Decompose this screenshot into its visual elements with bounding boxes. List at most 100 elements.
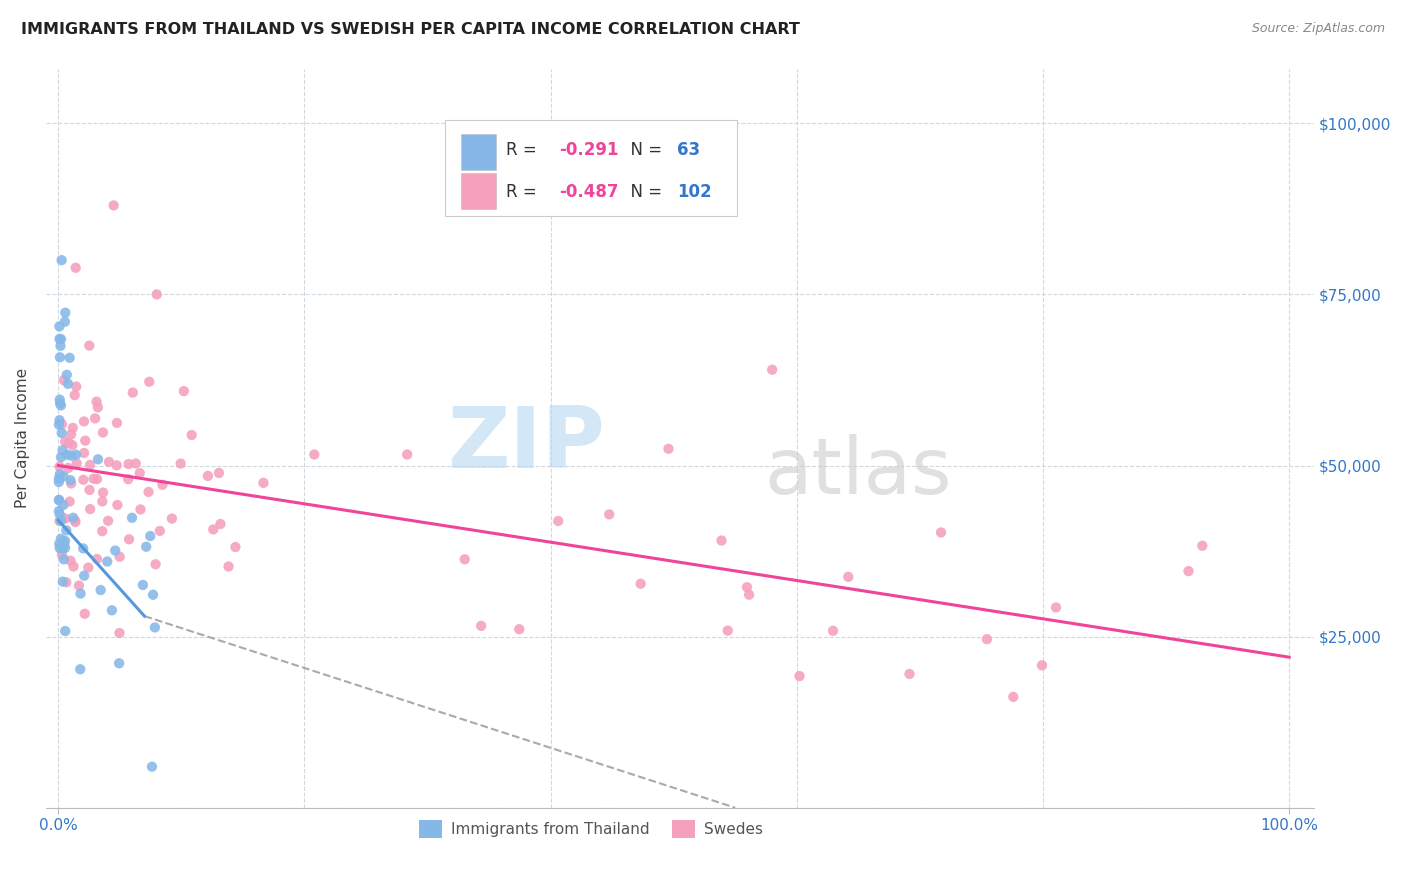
- FancyBboxPatch shape: [446, 120, 737, 217]
- Point: [73, 568, 96, 582]
- Legend: Immigrants from Thailand, Swedes: Immigrants from Thailand, Swedes: [412, 814, 769, 845]
- FancyBboxPatch shape: [461, 135, 496, 169]
- Point: [58, 436, 80, 450]
- Point: [52, 574, 75, 589]
- Point: [48, 493, 70, 508]
- Point: [49, 467, 72, 482]
- Point: [63, 388, 86, 402]
- Point: [104, 543, 127, 558]
- Point: [208, 466, 231, 480]
- Point: [51, 443, 73, 458]
- Point: [139, 529, 162, 543]
- Point: [67, 578, 90, 592]
- Point: [508, 622, 530, 636]
- Point: [160, 511, 183, 525]
- Point: [49, 508, 72, 522]
- Point: [62, 421, 84, 435]
- Point: [180, 428, 202, 442]
- Point: [59, 554, 82, 568]
- Point: [52, 373, 75, 387]
- Text: N =: N =: [620, 183, 668, 201]
- Point: [79, 338, 101, 352]
- Point: [48, 459, 70, 474]
- Text: -0.487: -0.487: [560, 183, 619, 201]
- Text: -0.291: -0.291: [560, 141, 619, 159]
- Point: [630, 576, 652, 591]
- Point: [117, 472, 139, 486]
- Point: [141, 760, 163, 774]
- Point: [717, 624, 740, 638]
- Point: [51, 253, 73, 268]
- Point: [58, 461, 80, 475]
- Point: [202, 522, 225, 536]
- Point: [1002, 690, 1025, 704]
- Point: [598, 508, 620, 522]
- Point: [49, 332, 72, 346]
- Point: [173, 384, 195, 398]
- Point: [66, 457, 89, 471]
- Point: [145, 287, 167, 301]
- Point: [125, 457, 148, 471]
- Point: [48, 475, 70, 489]
- Point: [470, 619, 492, 633]
- Point: [79, 502, 101, 516]
- Point: [105, 498, 128, 512]
- Point: [761, 362, 783, 376]
- Point: [59, 494, 82, 508]
- Point: [128, 466, 150, 480]
- Point: [73, 607, 96, 621]
- Point: [49, 532, 72, 546]
- Point: [1191, 539, 1213, 553]
- Point: [96, 554, 118, 568]
- Point: [91, 485, 114, 500]
- Point: [49, 392, 72, 407]
- Point: [454, 552, 477, 566]
- Point: [97, 455, 120, 469]
- Point: [209, 516, 232, 531]
- Point: [72, 541, 94, 556]
- Point: [48, 541, 70, 555]
- Point: [738, 588, 761, 602]
- Point: [56, 368, 79, 382]
- Point: [118, 533, 141, 547]
- Point: [145, 558, 167, 572]
- Point: [49, 339, 72, 353]
- Point: [55, 575, 77, 590]
- Point: [51, 511, 73, 525]
- Point: [59, 473, 82, 487]
- Point: [789, 669, 811, 683]
- Point: [86, 472, 108, 486]
- Point: [121, 385, 143, 400]
- Point: [49, 450, 72, 465]
- Point: [53, 315, 76, 329]
- Point: [52, 552, 75, 566]
- Point: [87, 401, 110, 415]
- Point: [52, 498, 75, 512]
- Point: [65, 515, 87, 529]
- Point: [108, 657, 131, 671]
- Point: [91, 494, 114, 508]
- Point: [108, 549, 131, 564]
- Text: atlas: atlas: [765, 434, 952, 510]
- Point: [1031, 658, 1053, 673]
- Point: [52, 535, 75, 549]
- Point: [823, 624, 845, 638]
- Point: [929, 525, 952, 540]
- Point: [97, 514, 120, 528]
- Point: [62, 510, 84, 524]
- Point: [48, 417, 70, 432]
- Point: [1045, 600, 1067, 615]
- Point: [87, 452, 110, 467]
- Point: [73, 446, 96, 460]
- Point: [55, 511, 77, 525]
- Point: [149, 524, 172, 538]
- Point: [224, 540, 246, 554]
- Point: [48, 332, 70, 346]
- Point: [105, 458, 128, 473]
- Point: [84, 411, 107, 425]
- Point: [69, 586, 91, 600]
- Point: [252, 475, 274, 490]
- Point: [152, 477, 174, 491]
- Point: [79, 458, 101, 472]
- Point: [735, 580, 758, 594]
